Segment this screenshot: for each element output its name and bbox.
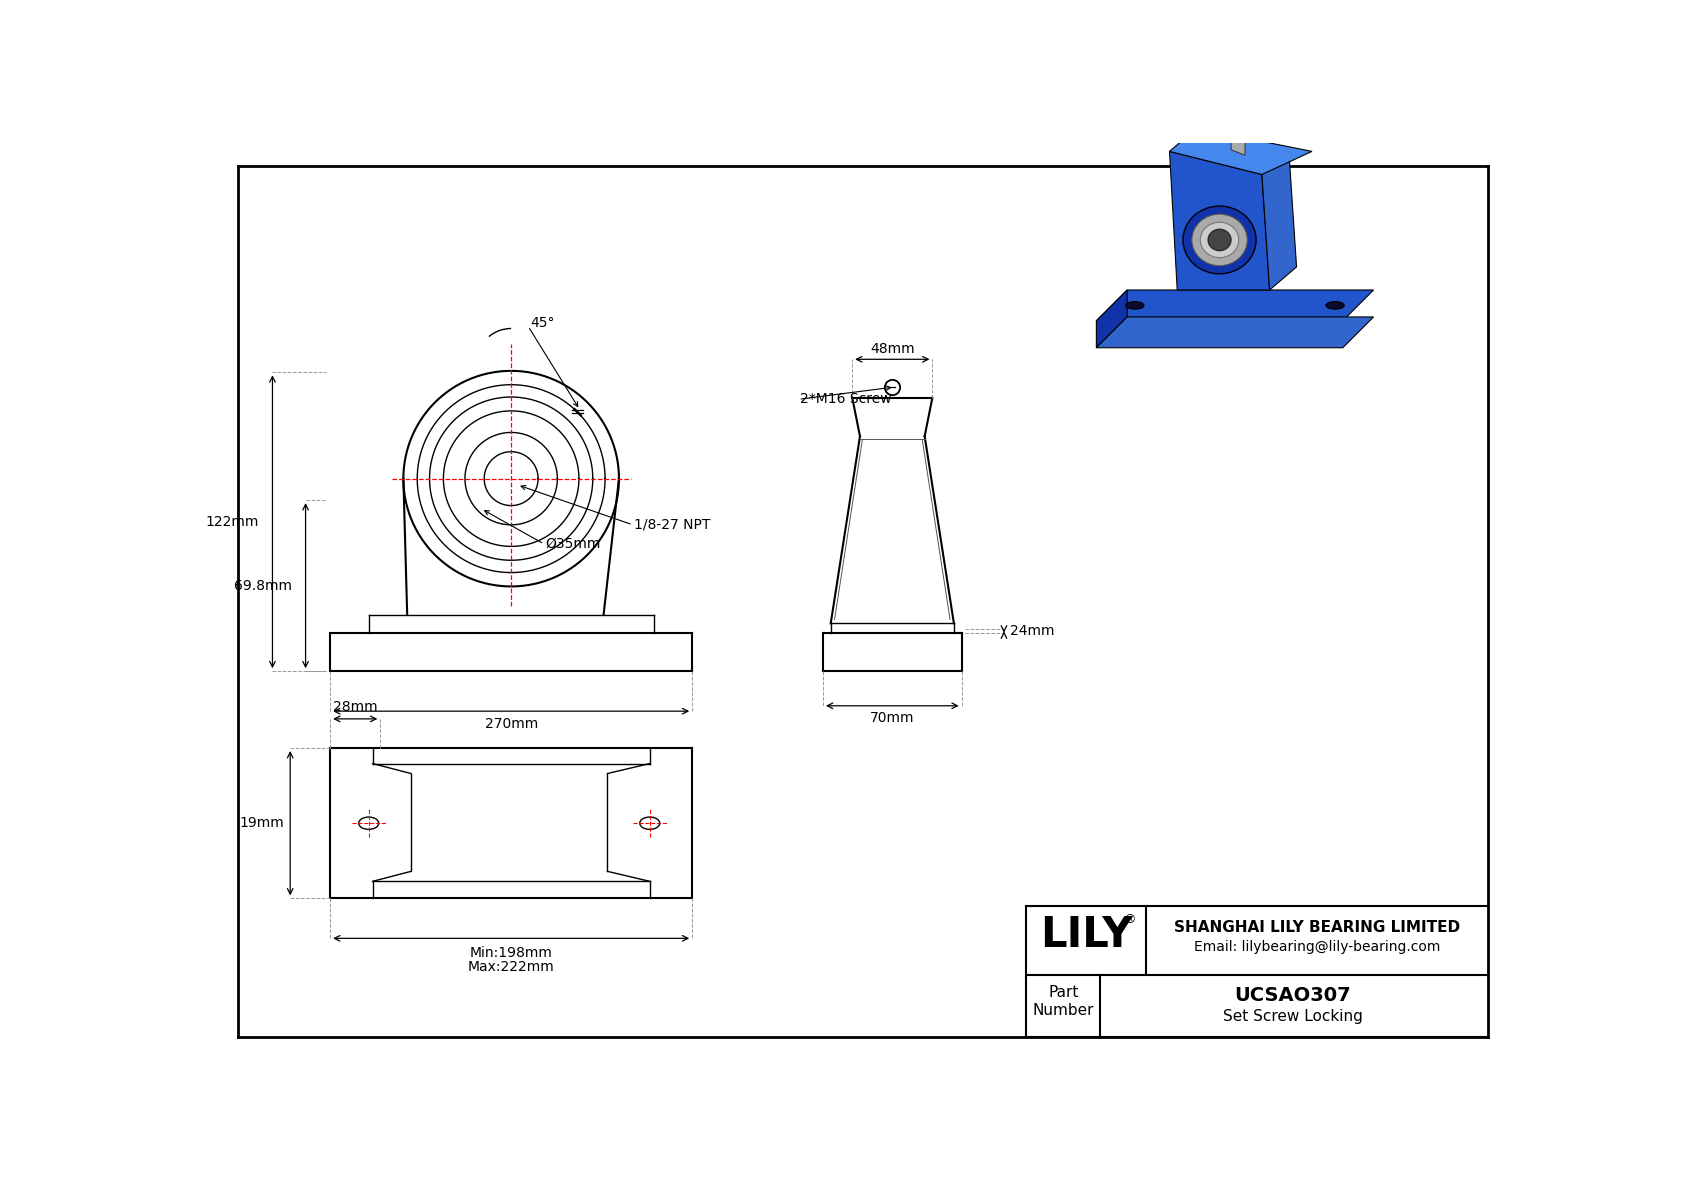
Text: LILY: LILY [1041, 915, 1133, 956]
Polygon shape [1096, 317, 1374, 348]
Text: 1/8-27 NPT: 1/8-27 NPT [635, 518, 711, 532]
Text: 2*M16 Screw: 2*M16 Screw [800, 392, 891, 406]
Polygon shape [1169, 151, 1270, 289]
Polygon shape [1261, 151, 1297, 289]
Ellipse shape [1192, 214, 1248, 266]
Text: Min:198mm: Min:198mm [470, 946, 552, 960]
Ellipse shape [1207, 229, 1231, 251]
Text: 270mm: 270mm [485, 717, 537, 730]
Text: 28mm: 28mm [333, 700, 377, 715]
Text: 45°: 45° [530, 316, 556, 330]
Polygon shape [1096, 289, 1127, 348]
Text: SHANGHAI LILY BEARING LIMITED: SHANGHAI LILY BEARING LIMITED [1174, 921, 1460, 935]
Text: ®: ® [1123, 913, 1135, 927]
Text: Part
Number: Part Number [1032, 985, 1095, 1017]
Text: 122mm: 122mm [205, 515, 259, 529]
Text: Email: lilybearing@lily-bearing.com: Email: lilybearing@lily-bearing.com [1194, 940, 1440, 954]
Ellipse shape [1201, 223, 1239, 257]
Text: Ø35mm: Ø35mm [546, 537, 601, 551]
Text: UCSAO307: UCSAO307 [1234, 986, 1351, 1005]
Text: 69.8mm: 69.8mm [234, 579, 291, 593]
Text: 19mm: 19mm [239, 816, 285, 830]
Text: 48mm: 48mm [871, 342, 914, 355]
Polygon shape [1169, 129, 1312, 175]
Text: 70mm: 70mm [871, 711, 914, 725]
Text: 24mm: 24mm [1010, 624, 1054, 637]
Ellipse shape [1125, 301, 1143, 310]
Ellipse shape [1182, 206, 1256, 274]
Polygon shape [1096, 289, 1374, 320]
Ellipse shape [1325, 301, 1344, 310]
Text: Max:222mm: Max:222mm [468, 960, 554, 974]
Text: Set Screw Locking: Set Screw Locking [1223, 1009, 1362, 1024]
Polygon shape [1231, 137, 1244, 155]
